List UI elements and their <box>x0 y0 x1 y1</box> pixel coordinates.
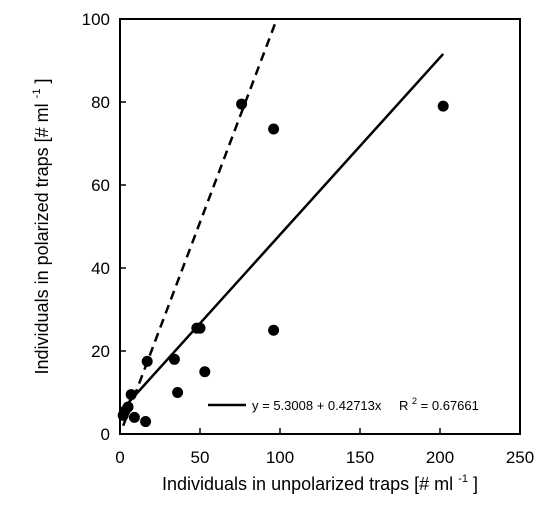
x-axis-title-sup: -1 <box>458 473 468 485</box>
x-tick-label: 100 <box>266 448 294 467</box>
y-tick-label: 60 <box>91 176 110 195</box>
y-axis-ticks: 0 20 40 60 80 100 <box>82 10 126 444</box>
x-axis-title-main: Individuals in unpolarized traps [# ml <box>162 474 453 494</box>
data-point <box>194 322 206 334</box>
y-axis-title-sup: -1 <box>31 89 43 99</box>
legend-label: y = 5.3008 + 0.42713x R 2 = 0.67661 <box>252 392 479 413</box>
y-tick-label: 80 <box>91 93 110 112</box>
data-point <box>140 416 152 428</box>
data-point <box>141 355 153 367</box>
legend: y = 5.3008 + 0.42713x R 2 = 0.67661 <box>208 392 479 413</box>
y-axis-title-main: Individuals in polarized traps [# ml <box>32 103 52 374</box>
regression-line-group <box>122 53 445 410</box>
data-point <box>168 353 180 365</box>
x-tick-label: 0 <box>115 448 124 467</box>
x-tick-label: 250 <box>506 448 534 467</box>
data-point <box>199 366 211 378</box>
y-tick-label: 20 <box>91 342 110 361</box>
legend-equation: y = 5.3008 + 0.42713x <box>252 398 382 413</box>
legend-r2-value: = 0.67661 <box>421 398 479 413</box>
plot-frame <box>119 18 521 435</box>
y-tick-label: 40 <box>91 259 110 278</box>
data-point <box>172 387 184 398</box>
data-point <box>268 324 280 336</box>
x-axis-title-tail: ] <box>473 474 478 494</box>
x-tick-label: 50 <box>191 448 210 467</box>
x-axis-title: Individuals in unpolarized traps [# ml -… <box>162 466 478 494</box>
data-point <box>236 98 248 110</box>
y-tick-label: 0 <box>101 425 110 444</box>
legend-r2-label: R <box>399 398 408 413</box>
data-point <box>128 411 140 423</box>
x-tick-label: 200 <box>426 448 454 467</box>
x-tick-label: 150 <box>346 448 374 467</box>
data-point <box>122 401 134 413</box>
data-point <box>437 100 449 112</box>
data-point <box>268 123 280 135</box>
x-axis-ticks: 0 50 100 150 200 250 <box>115 428 534 467</box>
y-axis-title: Individuals in polarized traps [# ml -1 … <box>24 79 52 375</box>
legend-r2-sup: 2 <box>412 396 417 406</box>
regression-line <box>122 53 445 410</box>
data-points <box>117 98 449 428</box>
y-axis-title-tail: ] <box>32 79 52 84</box>
dashed-reference-line-group <box>122 18 278 427</box>
y-tick-label: 100 <box>82 10 110 29</box>
data-point <box>125 389 137 401</box>
dashed-reference-line <box>122 18 278 427</box>
